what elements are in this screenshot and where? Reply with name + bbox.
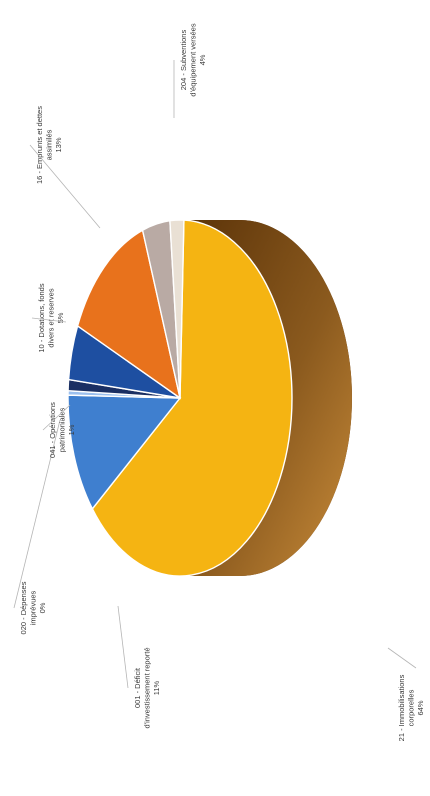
slice-label-line: patrimoniales (58, 407, 67, 452)
slice-label: 21 - Immobilisations corporelles 64% (397, 674, 425, 741)
slice-label-line: 10 - Dotations, fonds (37, 283, 46, 352)
pie-slice (91, 219, 293, 577)
slice-label-line: d'investissement reporté (143, 647, 152, 728)
label-leader-line (117, 605, 129, 689)
label-leader-line (31, 317, 67, 323)
slice-label-line: corporelles (407, 689, 416, 726)
label-leader-line (387, 647, 417, 669)
label-leader-line (29, 144, 101, 229)
slice-label-line: 0% (38, 602, 47, 613)
slice-label: 10 - Dotations, fonds divers et reserves 5… (37, 283, 65, 352)
slice-label: 020 - Dépenses imprévues 0% (19, 581, 47, 634)
label-leader-line (13, 419, 61, 609)
slice-label: 16 - Emprunts et dettes assimilés 13% (35, 106, 63, 184)
slice-label: 041 - Opérations patrimoniales 1% (48, 402, 76, 458)
slice-label-line: 16 - Emprunts et dettes (35, 106, 44, 184)
pie-layer (67, 219, 352, 577)
slice-label-line: d'équipement versées (189, 23, 198, 96)
slice-label-line: imprévues (29, 590, 38, 625)
pie-slice (67, 394, 182, 511)
slice-label-line: 041 - Opérations (48, 402, 57, 458)
slice-label: 204 - Subventions d'équipement versées 4% (179, 23, 207, 96)
pie-side-wall (180, 220, 352, 576)
slice-label-line: divers et reserves (47, 288, 56, 347)
label-leader-line (42, 404, 71, 431)
slice-label-line: 204 - Subventions (179, 30, 188, 91)
slice-label-line: 4% (198, 54, 207, 65)
label-layer: 21 - Immobilisations corporelles 64% 001 - … (13, 23, 425, 741)
slice-label-line: assimilés (45, 129, 54, 160)
slice-label-line: 001 - Déficit (133, 667, 142, 708)
slice-label: 001 - Déficit d'investissement reporté 11% (133, 647, 161, 728)
slice-label-line: 64% (416, 700, 425, 715)
slice-label-line: 11% (152, 680, 161, 695)
pie-slice (169, 219, 185, 399)
slice-label-line: 020 - Dépenses (19, 581, 28, 634)
slice-label-line: 13% (54, 137, 63, 152)
pie-slice (76, 229, 182, 400)
slice-label-line: 21 - Immobilisations (397, 674, 406, 741)
slice-label-line: 5% (56, 312, 65, 323)
slice-label-line: 1% (67, 424, 76, 435)
